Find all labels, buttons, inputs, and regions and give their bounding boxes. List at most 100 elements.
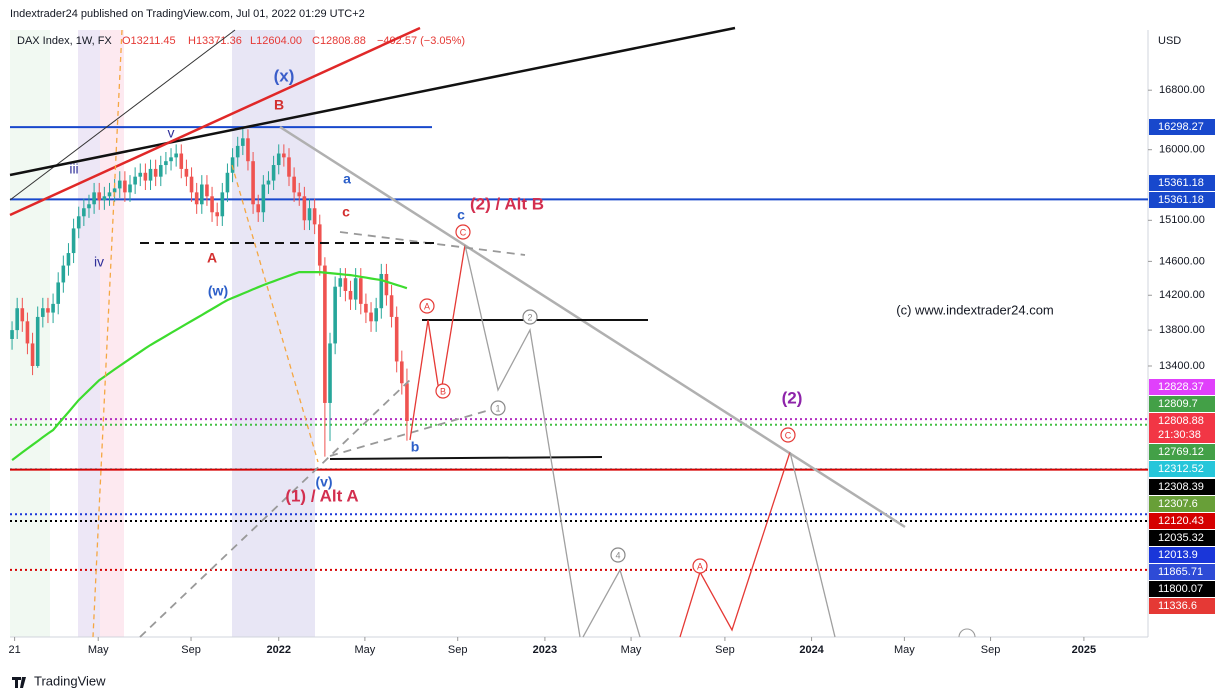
x-tick-label: Sep (181, 644, 201, 656)
candle-body (20, 308, 25, 322)
price-tag (1149, 413, 1215, 443)
price-tag (1149, 479, 1215, 495)
candle-body (317, 224, 322, 266)
candle-body (220, 192, 225, 217)
candle-body (241, 138, 245, 146)
wave-label: c (457, 207, 465, 223)
wave-circle (522, 309, 538, 325)
wave-mark: 4 (615, 550, 620, 560)
ohlc-open: O13211.45 (122, 35, 176, 47)
band (10, 30, 50, 637)
wave-mark: A (424, 301, 430, 311)
price-tag (1149, 175, 1215, 191)
candle-body (138, 172, 143, 177)
price-tag (1149, 564, 1215, 580)
candle-body (369, 312, 373, 322)
price-tag-label: 15361.18 (1158, 177, 1204, 189)
wave-label: (1) / Alt A (285, 486, 358, 505)
wave-circle (455, 224, 471, 240)
plot-layer (10, 126, 1148, 571)
candle-body (51, 303, 55, 313)
candle-body (307, 208, 312, 221)
y-tick-label: 16000.00 (1159, 144, 1205, 156)
candle-body (76, 216, 81, 229)
y-tick-label: 16800.00 (1159, 84, 1205, 96)
candle-body (153, 168, 158, 177)
x-tick-label: 2023 (533, 644, 557, 656)
trend-line (9, 29, 236, 201)
price-tag-label: 12120.43 (1158, 515, 1204, 527)
price-tag (1149, 379, 1215, 395)
x-tick-label: May (354, 644, 375, 656)
price-tag-label: 12828.37 (1158, 381, 1204, 393)
price-tag-label: 15361.18 (1158, 194, 1204, 206)
candle-body (343, 278, 348, 291)
wave-label: (v) (315, 474, 332, 490)
wave-circle (958, 628, 976, 638)
x-tick-label: May (88, 644, 109, 656)
candle-body (405, 383, 409, 422)
price-tag-label: 11800.07 (1158, 583, 1203, 595)
wave-circle (435, 383, 451, 399)
candle-body (174, 153, 178, 158)
ohlc-close: C12808.88 (312, 35, 366, 47)
drawings (9, 26, 976, 638)
candle-body (169, 157, 173, 162)
price-tag (1149, 581, 1215, 597)
price-tag-label: 12312.52 (1158, 463, 1204, 475)
wave-label: a (343, 171, 351, 187)
candle-body (364, 303, 368, 313)
price-tag (1149, 444, 1215, 460)
candle-body (61, 265, 66, 283)
x-tick-label: Sep (981, 644, 1001, 656)
footer-logo: TradingView (34, 673, 106, 688)
candle-body (41, 308, 45, 317)
candle-body (112, 188, 117, 193)
candle-body (282, 153, 286, 158)
x-tick-label: 2025 (1072, 644, 1096, 656)
candle-body (215, 212, 219, 217)
candle-body (143, 172, 148, 181)
session-bands (10, 30, 315, 637)
logo-mark (12, 677, 26, 688)
candle-body (312, 208, 317, 225)
y-axis-unit: USD (1158, 35, 1181, 47)
trend-line (9, 26, 421, 217)
candle-body (200, 184, 204, 205)
candle-body (276, 153, 281, 166)
dashed-line (231, 164, 319, 463)
projection-path (679, 451, 791, 638)
x-tick-label: Sep (715, 644, 735, 656)
x-tick-label: Sep (448, 644, 468, 656)
candle-body (35, 316, 40, 366)
wave-label: iii (69, 161, 78, 177)
candle-body (261, 184, 266, 213)
price-tag-label: 11336.6 (1158, 600, 1197, 612)
candle-body (333, 286, 337, 344)
x-tick-label: 2024 (799, 644, 824, 656)
x-tick-label: May (621, 644, 642, 656)
candle-body (400, 361, 404, 384)
candle-body (25, 321, 30, 344)
price-tag-label: 11865.71 (1158, 566, 1203, 578)
candle-body (302, 196, 307, 221)
candle-body (266, 180, 271, 185)
candle-body (158, 165, 163, 177)
candle-body (394, 316, 399, 362)
candle-body (256, 204, 261, 213)
wave-label: B (274, 97, 284, 113)
candle-body (292, 176, 296, 193)
candle-body (389, 295, 394, 317)
candle-body (251, 161, 255, 205)
candle-body (92, 192, 96, 205)
candle-body (353, 278, 358, 300)
candle-body (148, 168, 153, 181)
candle-body (15, 308, 19, 331)
candle-body (338, 278, 343, 287)
y-tick-label: 13400.00 (1159, 360, 1205, 372)
candle-body (225, 172, 230, 193)
candle-body (348, 290, 353, 300)
published-note: Indextrader24 published on TradingView.c… (10, 8, 365, 20)
level-line (329, 456, 603, 460)
